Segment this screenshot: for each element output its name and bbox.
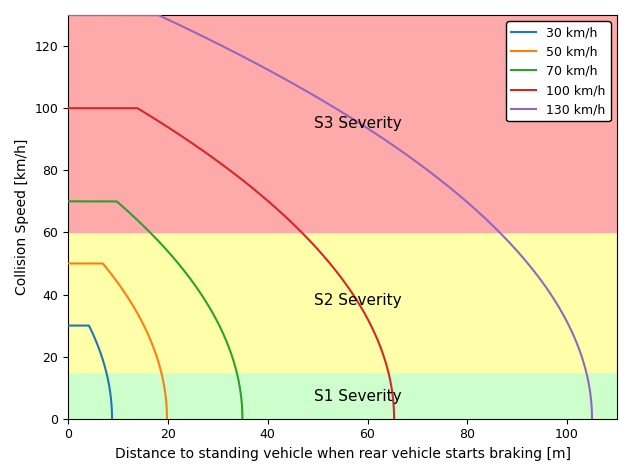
- 130 km/h: [217, 42, 225, 48]
- 70 km/h: [76, 198, 84, 204]
- Line: 130 km/h: 130 km/h: [68, 15, 592, 419]
- 50 km/h: [95, 260, 102, 266]
- Legend: 30 km/h, 50 km/h, 70 km/h, 100 km/h, 130 km/h: 30 km/h, 50 km/h, 70 km/h, 100 km/h, 130…: [506, 21, 611, 121]
- 30 km/h: [97, 349, 104, 355]
- 50 km/h: [163, 416, 171, 422]
- 70 km/h: [239, 416, 246, 422]
- 70 km/h: [200, 296, 208, 301]
- 30 km/h: [87, 325, 94, 331]
- 100 km/h: [134, 105, 142, 111]
- 130 km/h: [162, 16, 170, 21]
- Text: S3 Severity: S3 Severity: [313, 116, 401, 131]
- 100 km/h: [344, 283, 351, 289]
- 70 km/h: [166, 250, 173, 256]
- Line: 100 km/h: 100 km/h: [68, 108, 394, 419]
- 50 km/h: [118, 286, 126, 292]
- 130 km/h: [65, 12, 73, 18]
- 130 km/h: [116, 12, 123, 18]
- Text: S2 Severity: S2 Severity: [313, 293, 401, 308]
- 70 km/h: [229, 356, 236, 362]
- 50 km/h: [72, 260, 80, 266]
- 100 km/h: [245, 182, 252, 188]
- 50 km/h: [64, 260, 72, 266]
- 100 km/h: [64, 105, 72, 111]
- Line: 70 km/h: 70 km/h: [68, 201, 243, 419]
- 30 km/h: [70, 323, 78, 328]
- 70 km/h: [64, 198, 72, 204]
- 50 km/h: [136, 314, 143, 320]
- 50 km/h: [137, 317, 145, 323]
- 30 km/h: [108, 416, 116, 422]
- 100 km/h: [240, 178, 247, 184]
- 50 km/h: [109, 274, 117, 279]
- 70 km/h: [136, 219, 143, 225]
- 30 km/h: [80, 323, 88, 328]
- Bar: [68, 372, 617, 419]
- 100 km/h: [353, 297, 360, 303]
- 30 km/h: [88, 329, 96, 335]
- Bar: [68, 232, 617, 372]
- 130 km/h: [154, 12, 162, 18]
- Text: S1 Severity: S1 Severity: [313, 389, 401, 405]
- 100 km/h: [371, 331, 379, 337]
- 30 km/h: [92, 338, 100, 344]
- 130 km/h: [64, 12, 72, 18]
- 70 km/h: [105, 198, 112, 204]
- 130 km/h: [588, 416, 596, 422]
- Line: 50 km/h: 50 km/h: [68, 263, 167, 419]
- 130 km/h: [291, 81, 298, 87]
- 100 km/h: [391, 416, 398, 422]
- Bar: [68, 0, 617, 232]
- Line: 30 km/h: 30 km/h: [68, 326, 112, 419]
- Y-axis label: Collision Speed [km/h]: Collision Speed [km/h]: [15, 139, 29, 295]
- X-axis label: Distance to standing vehicle when rear vehicle starts braking [m]: Distance to standing vehicle when rear v…: [114, 447, 571, 461]
- 30 km/h: [64, 323, 72, 328]
